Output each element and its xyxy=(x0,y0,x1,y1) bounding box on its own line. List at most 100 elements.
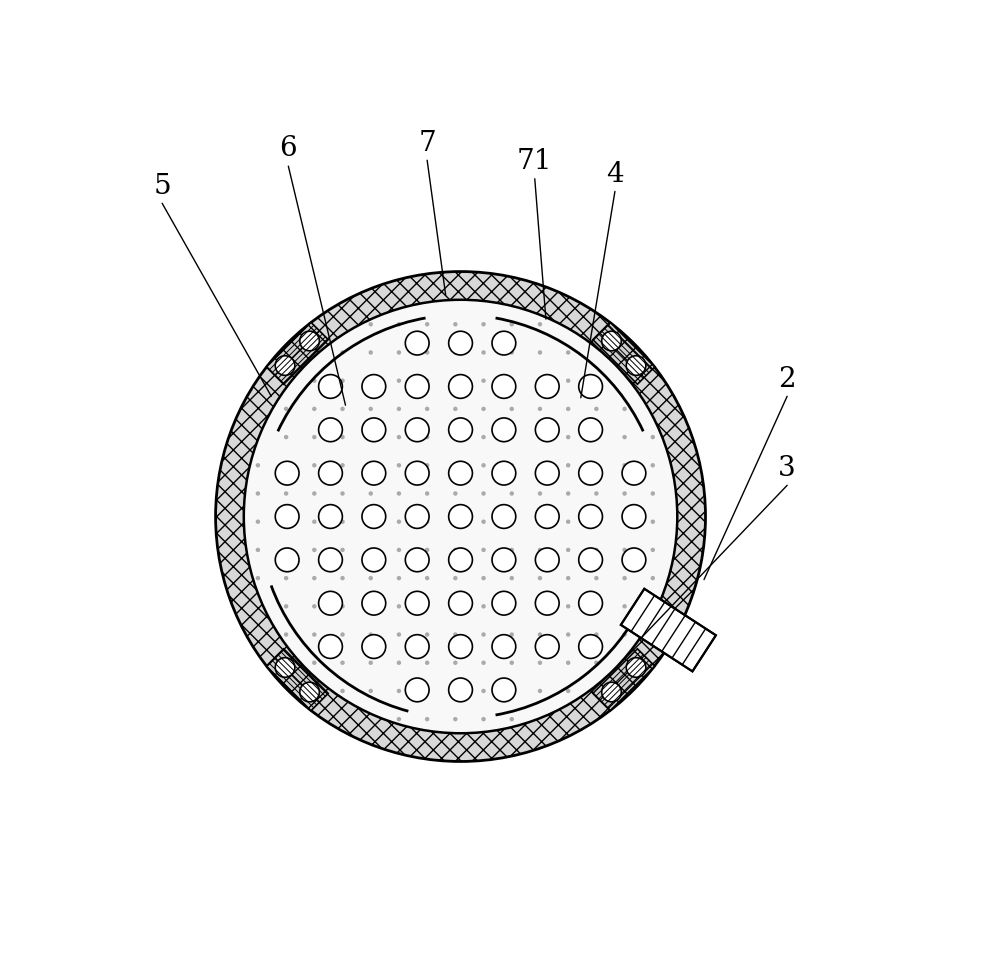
Circle shape xyxy=(566,576,570,580)
Circle shape xyxy=(651,604,655,608)
Circle shape xyxy=(535,504,559,528)
Circle shape xyxy=(481,492,486,495)
Circle shape xyxy=(312,548,317,552)
Circle shape xyxy=(425,520,429,524)
Circle shape xyxy=(622,462,646,485)
Circle shape xyxy=(425,548,429,552)
Circle shape xyxy=(362,504,386,528)
Circle shape xyxy=(594,407,599,411)
Circle shape xyxy=(481,322,486,327)
Circle shape xyxy=(566,688,570,693)
Circle shape xyxy=(275,548,299,572)
Circle shape xyxy=(368,576,373,580)
Circle shape xyxy=(368,660,373,665)
Text: 71: 71 xyxy=(517,148,553,175)
Circle shape xyxy=(368,688,373,693)
Circle shape xyxy=(275,462,299,485)
Circle shape xyxy=(368,492,373,495)
Circle shape xyxy=(510,492,514,495)
Circle shape xyxy=(284,492,288,495)
Circle shape xyxy=(312,660,317,665)
Circle shape xyxy=(397,350,401,355)
Circle shape xyxy=(362,418,386,442)
Circle shape xyxy=(368,350,373,355)
Circle shape xyxy=(535,462,559,485)
Circle shape xyxy=(510,632,514,637)
Circle shape xyxy=(362,375,386,398)
Circle shape xyxy=(319,634,342,658)
Circle shape xyxy=(425,660,429,665)
Circle shape xyxy=(368,322,373,327)
Circle shape xyxy=(405,678,429,702)
Circle shape xyxy=(538,492,542,495)
Circle shape xyxy=(319,375,342,398)
Circle shape xyxy=(622,463,627,468)
Circle shape xyxy=(340,548,345,552)
Circle shape xyxy=(492,418,516,442)
Circle shape xyxy=(622,548,646,572)
Circle shape xyxy=(566,463,570,468)
Circle shape xyxy=(622,435,627,440)
Polygon shape xyxy=(266,649,328,710)
Circle shape xyxy=(535,548,559,572)
Circle shape xyxy=(492,332,516,355)
Circle shape xyxy=(566,520,570,524)
Circle shape xyxy=(368,520,373,524)
Circle shape xyxy=(510,688,514,693)
Circle shape xyxy=(340,379,345,383)
Circle shape xyxy=(275,657,295,678)
Circle shape xyxy=(566,632,570,637)
Circle shape xyxy=(626,356,646,375)
Circle shape xyxy=(284,463,288,468)
Circle shape xyxy=(449,504,472,528)
Circle shape xyxy=(368,548,373,552)
Circle shape xyxy=(538,576,542,580)
Circle shape xyxy=(453,379,458,383)
Circle shape xyxy=(425,435,429,440)
Circle shape xyxy=(538,379,542,383)
Circle shape xyxy=(622,548,627,552)
Circle shape xyxy=(481,463,486,468)
Circle shape xyxy=(566,660,570,665)
Circle shape xyxy=(368,435,373,440)
Circle shape xyxy=(453,717,458,721)
Circle shape xyxy=(340,660,345,665)
Circle shape xyxy=(622,492,627,495)
Circle shape xyxy=(319,462,342,485)
Circle shape xyxy=(256,520,260,524)
Circle shape xyxy=(481,660,486,665)
Circle shape xyxy=(481,520,486,524)
Circle shape xyxy=(492,504,516,528)
Circle shape xyxy=(397,463,401,468)
Circle shape xyxy=(425,463,429,468)
Text: 6: 6 xyxy=(280,136,297,163)
Circle shape xyxy=(425,322,429,327)
Circle shape xyxy=(275,504,299,528)
Circle shape xyxy=(449,591,472,615)
Circle shape xyxy=(566,548,570,552)
Circle shape xyxy=(510,463,514,468)
Circle shape xyxy=(340,407,345,411)
Circle shape xyxy=(319,504,342,528)
Circle shape xyxy=(397,632,401,637)
Circle shape xyxy=(594,576,599,580)
Circle shape xyxy=(340,463,345,468)
Circle shape xyxy=(481,604,486,608)
Circle shape xyxy=(340,520,345,524)
Circle shape xyxy=(481,548,486,552)
Circle shape xyxy=(594,520,599,524)
Circle shape xyxy=(538,350,542,355)
Circle shape xyxy=(626,657,646,678)
Circle shape xyxy=(312,463,317,468)
Circle shape xyxy=(453,463,458,468)
Circle shape xyxy=(602,683,621,702)
Circle shape xyxy=(405,418,429,442)
Circle shape xyxy=(535,591,559,615)
Circle shape xyxy=(538,463,542,468)
Circle shape xyxy=(538,548,542,552)
Circle shape xyxy=(319,418,342,442)
Circle shape xyxy=(312,604,317,608)
Circle shape xyxy=(312,407,317,411)
Text: 4: 4 xyxy=(606,161,624,188)
Circle shape xyxy=(397,576,401,580)
